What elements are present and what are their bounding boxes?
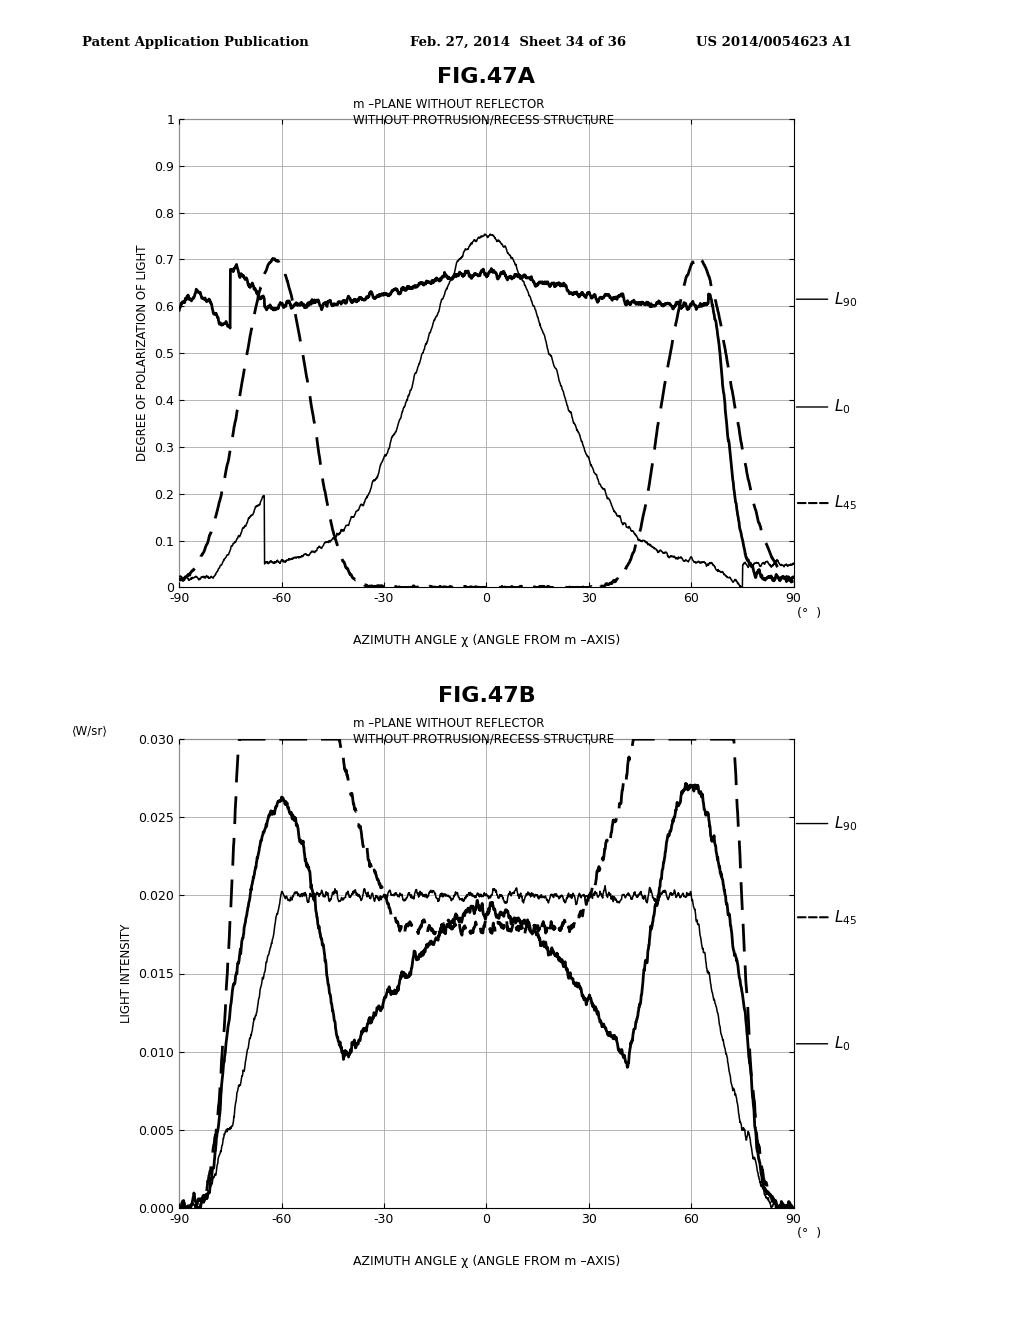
Text: FIG.47A: FIG.47A [437, 67, 536, 87]
Text: AZIMUTH ANGLE χ (ANGLE FROM m –AXIS): AZIMUTH ANGLE χ (ANGLE FROM m –AXIS) [353, 635, 620, 647]
Y-axis label: LIGHT INTENSITY: LIGHT INTENSITY [120, 924, 133, 1023]
Text: (°  ): (° ) [797, 1228, 821, 1239]
Text: $L_{45}$: $L_{45}$ [834, 494, 856, 512]
Text: $L_0$: $L_0$ [834, 1035, 850, 1053]
Text: Patent Application Publication: Patent Application Publication [82, 36, 308, 49]
Text: WITHOUT PROTRUSION/RECESS STRUCTURE: WITHOUT PROTRUSION/RECESS STRUCTURE [353, 114, 614, 127]
Text: Feb. 27, 2014  Sheet 34 of 36: Feb. 27, 2014 Sheet 34 of 36 [410, 36, 626, 49]
Text: m –PLANE WITHOUT REFLECTOR: m –PLANE WITHOUT REFLECTOR [353, 717, 545, 730]
Text: (°  ): (° ) [797, 607, 821, 619]
Text: $L_0$: $L_0$ [834, 397, 850, 416]
Y-axis label: DEGREE OF POLARIZATION OF LIGHT: DEGREE OF POLARIZATION OF LIGHT [136, 244, 148, 462]
Text: $L_{90}$: $L_{90}$ [834, 290, 857, 309]
Text: US 2014/0054623 A1: US 2014/0054623 A1 [696, 36, 852, 49]
Text: WITHOUT PROTRUSION/RECESS STRUCTURE: WITHOUT PROTRUSION/RECESS STRUCTURE [353, 733, 614, 746]
Text: FIG.47B: FIG.47B [437, 686, 536, 706]
Text: AZIMUTH ANGLE χ (ANGLE FROM m –AXIS): AZIMUTH ANGLE χ (ANGLE FROM m –AXIS) [353, 1254, 620, 1267]
Text: $L_{90}$: $L_{90}$ [834, 814, 857, 833]
Text: $L_{45}$: $L_{45}$ [834, 908, 856, 927]
Text: ⟨W/sr⟩: ⟨W/sr⟩ [72, 723, 108, 737]
Text: m –PLANE WITHOUT REFLECTOR: m –PLANE WITHOUT REFLECTOR [353, 98, 545, 111]
